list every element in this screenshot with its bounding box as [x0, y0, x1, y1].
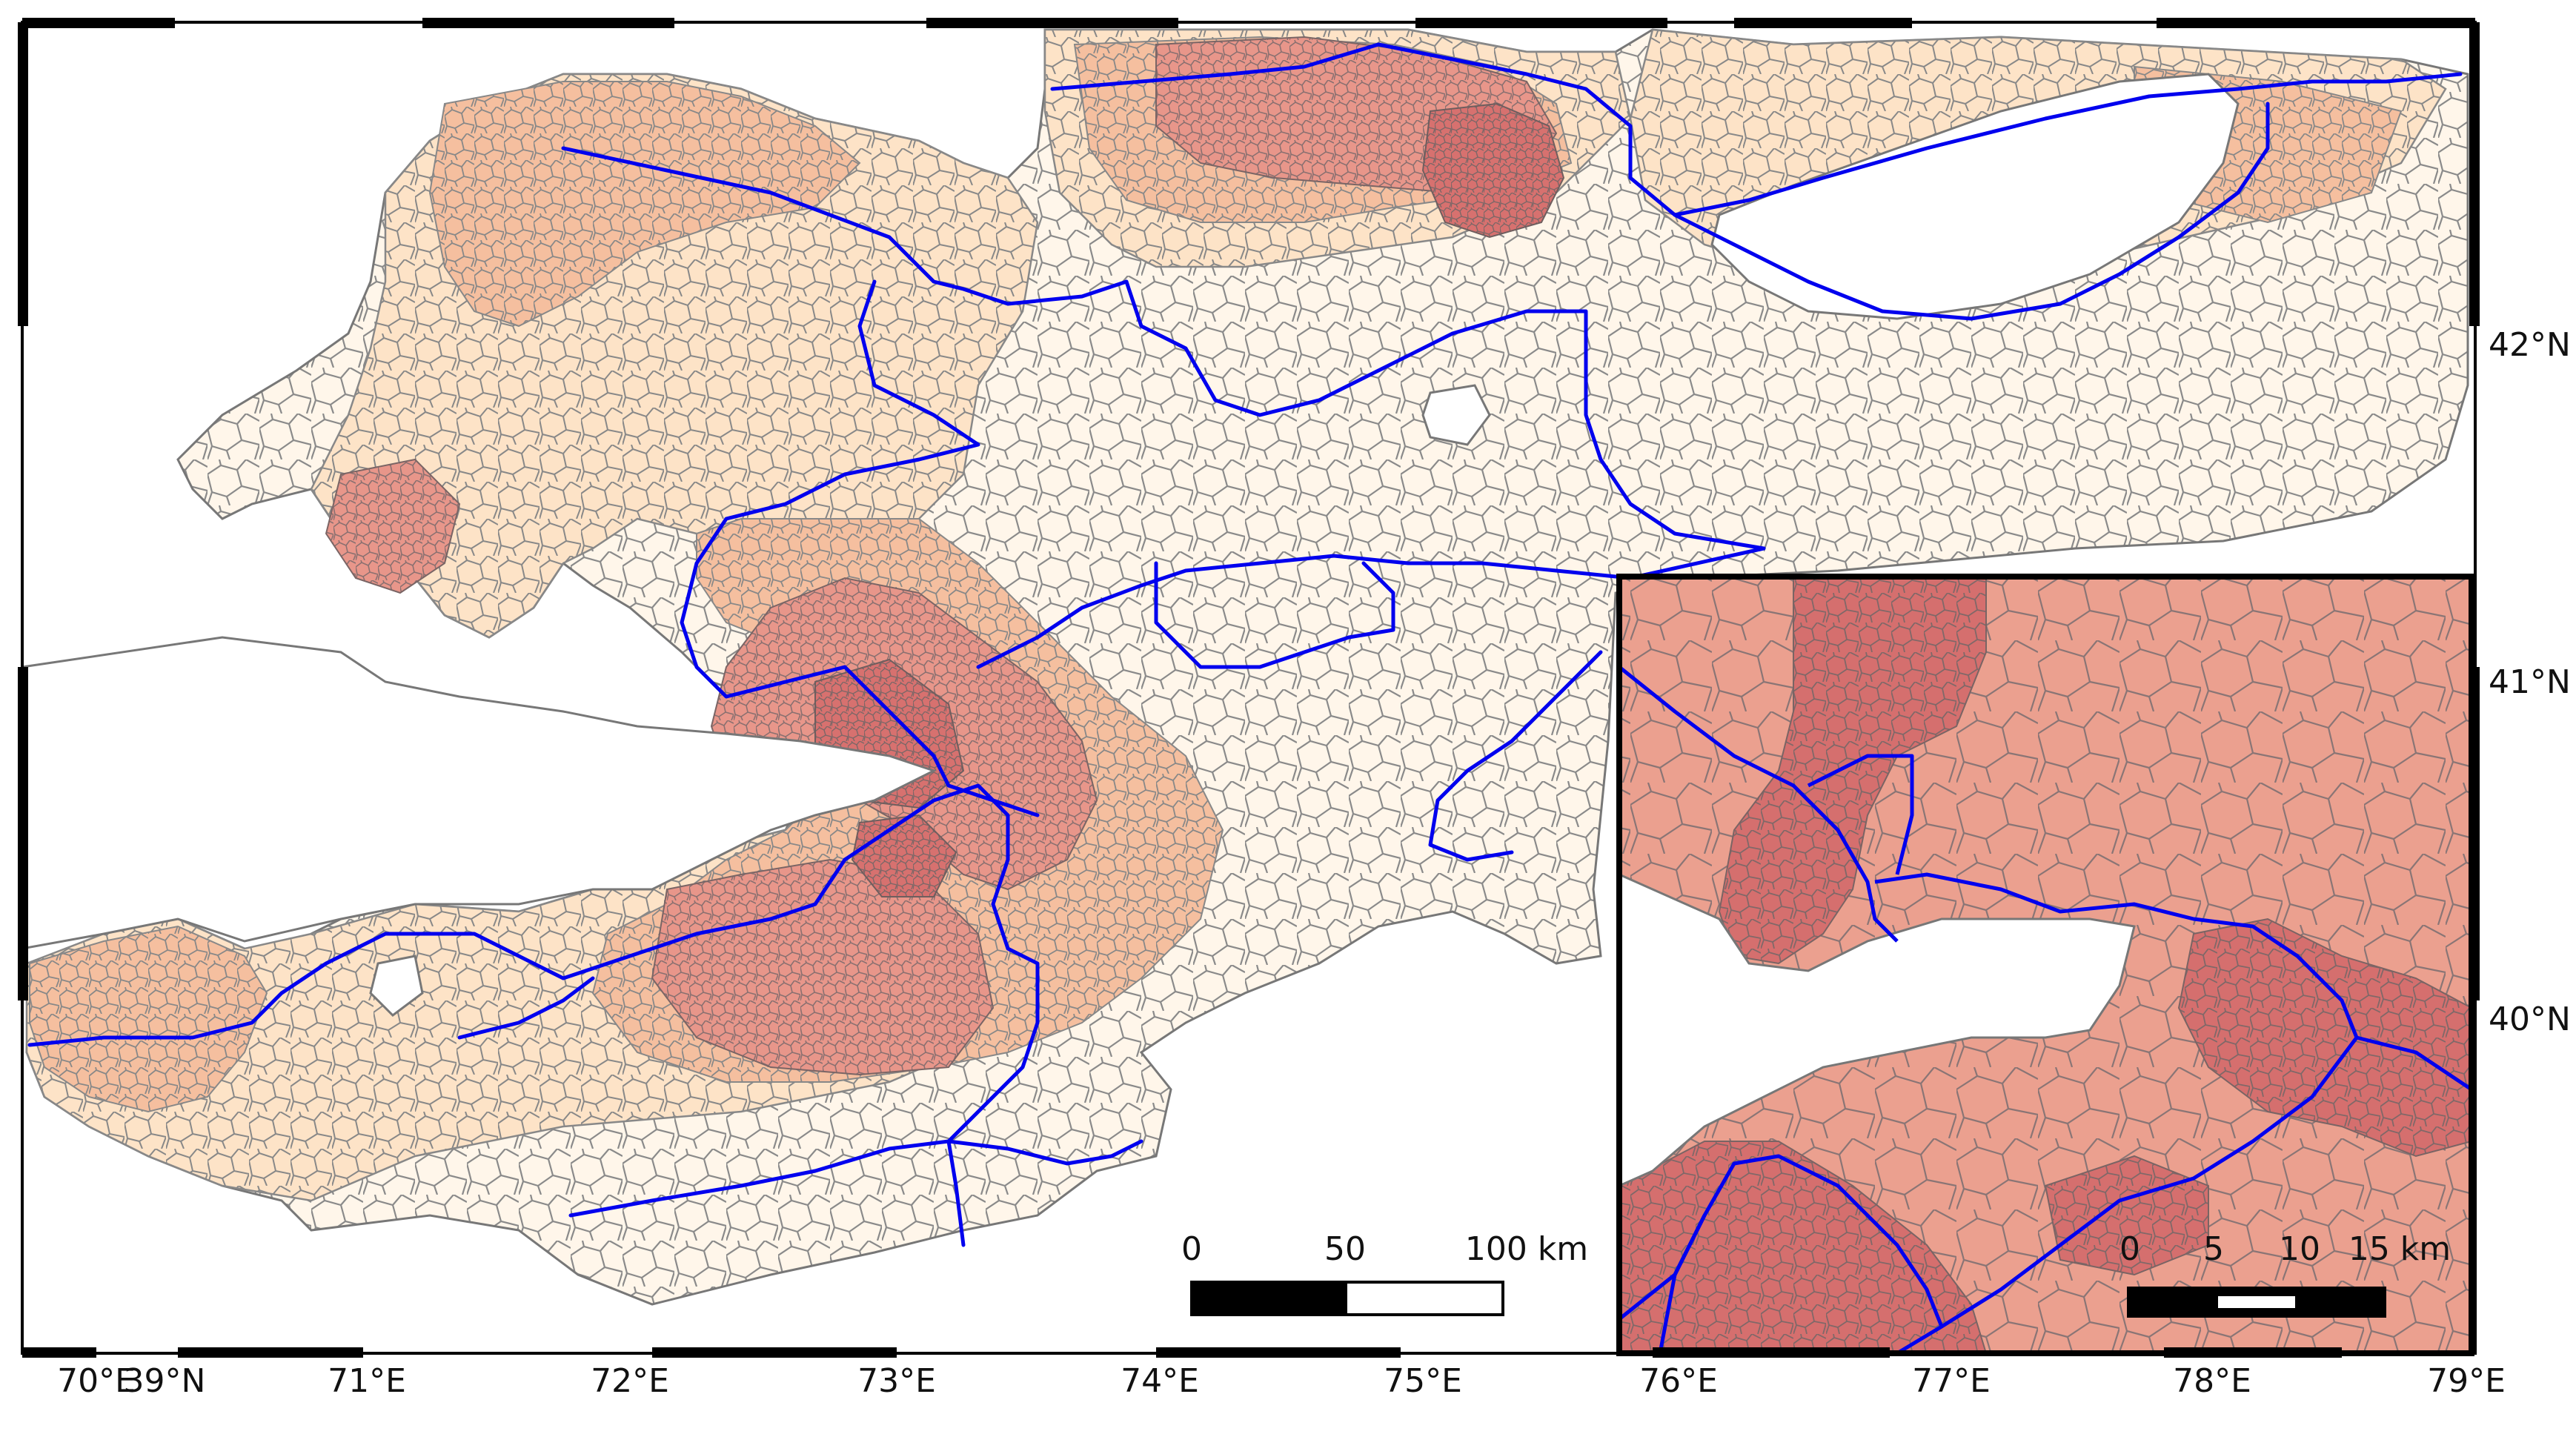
longitude-labels: 70°E 71°E 72°E 73°E 74°E 75°E 76°E 77°E …: [57, 1362, 2506, 1400]
scale-label-100: 100 km: [1465, 1230, 1588, 1268]
lat-label-39: 39°N: [124, 1362, 206, 1400]
road-segment: [946, 1139, 966, 1247]
scale-label-0: 0: [1181, 1230, 1202, 1268]
road-segment: [1874, 872, 2359, 1038]
inset-scale-label-15: 15 km: [2348, 1230, 2451, 1268]
road-segment: [457, 976, 595, 1040]
road-segment: [1673, 102, 2270, 321]
road-segment: [1428, 650, 1603, 862]
lat-label-40: 40°N: [2489, 1000, 2571, 1038]
road-segment: [568, 1139, 1143, 1218]
inset-dense-region-north: [1718, 577, 1987, 965]
inset-scale-bar-white-segment: [2218, 1296, 2295, 1308]
lon-label-70: 70°E: [57, 1362, 136, 1400]
region-dark-bishkek: [1421, 102, 1565, 239]
inset-dense-region-south: [1619, 1141, 1988, 1353]
road-segment: [1050, 42, 2463, 217]
road-segment: [1124, 279, 1766, 551]
inset-scale-label-10: 10: [2279, 1230, 2320, 1268]
lat-label-42: 42°N: [2489, 326, 2571, 364]
region-mid-west: [428, 81, 861, 328]
scale-bar-black-segment: [1192, 1282, 1347, 1315]
road-segment: [2356, 1035, 2472, 1092]
lon-label-73: 73°E: [857, 1362, 936, 1400]
scale-label-50: 50: [1324, 1230, 1366, 1268]
inset-map: 0 5 10 15 km: [1616, 574, 2474, 1356]
main-map-area: 0 50 100 km: [21, 22, 2475, 1353]
road-segment: [561, 146, 1129, 306]
road-segment: [1619, 666, 1899, 943]
road-segment: [1807, 754, 1914, 875]
map-frame: [18, 18, 2480, 1358]
inset-roads: [1619, 666, 2472, 1353]
road-segment: [27, 857, 847, 1047]
lat-label-41: 41°N: [2489, 663, 2571, 701]
road-segment: [680, 279, 1040, 817]
lon-label-75: 75°E: [1384, 1362, 1462, 1400]
road-segment: [1658, 1214, 1707, 1353]
lon-label-71: 71°E: [328, 1362, 406, 1400]
inset-lake: [1619, 873, 2136, 1187]
scale-bar-main: 0 50 100 km: [1181, 1230, 1588, 1316]
fergana-valley-gap: [21, 636, 937, 950]
lon-label-79: 79°E: [2427, 1362, 2506, 1400]
region-salmon-south: [651, 858, 995, 1076]
scale-bar-inset: 0 5 10 15 km: [2119, 1230, 2451, 1318]
latitude-labels: 42°N 41°N 40°N 39°N: [124, 326, 2571, 1400]
lon-label-77: 77°E: [1912, 1362, 1991, 1400]
issyk-kul-lake: [1710, 73, 2240, 320]
lon-label-72: 72°E: [591, 1362, 669, 1400]
road-network: [27, 42, 2463, 1247]
enclave-gap: [369, 955, 424, 1017]
lon-label-74: 74°E: [1121, 1362, 1199, 1400]
road-segment: [976, 546, 1766, 669]
road-segment: [1896, 1036, 2358, 1353]
inset-scale-label-5: 5: [2203, 1230, 2224, 1268]
region-salmon-west: [325, 458, 461, 594]
road-segment: [1154, 561, 1395, 669]
inset-scale-label-0: 0: [2119, 1230, 2140, 1268]
lon-label-78: 78°E: [2173, 1362, 2251, 1400]
inset-dense-region-east: [2177, 917, 2472, 1158]
region-mid-southwest: [29, 925, 268, 1113]
toktogul-reservoir: [1421, 384, 1491, 446]
road-segment: [843, 783, 1040, 1144]
lon-label-76: 76°E: [1639, 1362, 1718, 1400]
scale-bar-white-segment: [1353, 1292, 1497, 1304]
